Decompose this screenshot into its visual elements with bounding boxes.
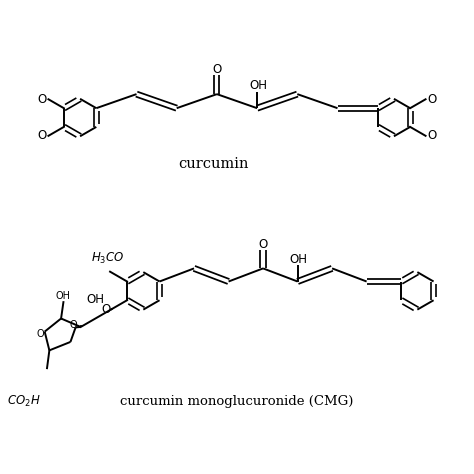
Text: curcumin: curcumin bbox=[178, 157, 249, 172]
Text: $CO_2H$: $CO_2H$ bbox=[7, 394, 40, 410]
Text: $H_3CO$: $H_3CO$ bbox=[91, 251, 124, 266]
Text: O: O bbox=[101, 302, 110, 316]
Text: curcumin monoglucuronide (CMG): curcumin monoglucuronide (CMG) bbox=[120, 395, 353, 409]
Text: O: O bbox=[36, 329, 44, 339]
Text: OH: OH bbox=[56, 291, 71, 301]
Text: O: O bbox=[427, 93, 436, 106]
Text: O: O bbox=[427, 129, 436, 142]
Text: O: O bbox=[38, 129, 47, 142]
Text: O: O bbox=[38, 93, 47, 106]
Text: O: O bbox=[70, 319, 77, 329]
Text: •: • bbox=[79, 324, 83, 330]
Text: O: O bbox=[258, 237, 268, 251]
Text: OH: OH bbox=[86, 293, 104, 306]
Text: OH: OH bbox=[249, 79, 267, 92]
Text: OH: OH bbox=[290, 253, 308, 265]
Text: O: O bbox=[212, 63, 221, 76]
